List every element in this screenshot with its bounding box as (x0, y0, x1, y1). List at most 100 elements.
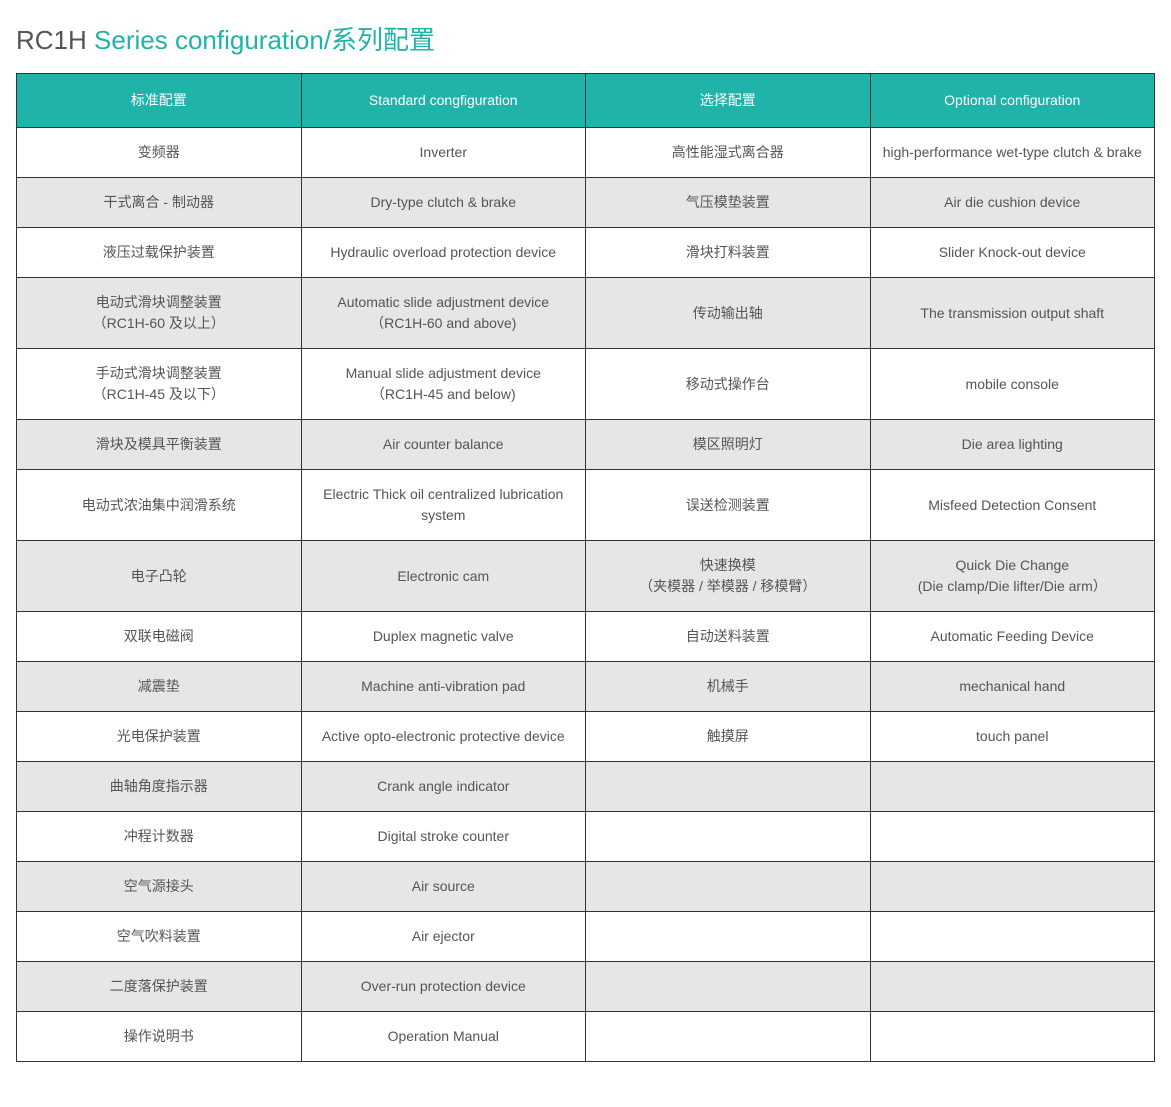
table-cell (586, 1012, 871, 1062)
table-cell: Digital stroke counter (301, 812, 586, 862)
cell-text: （夹模器 / 举模器 / 移模臂） (594, 576, 862, 597)
table-row: 空气源接头Air source (17, 862, 1155, 912)
col-header-0: 标准配置 (17, 74, 302, 128)
table-cell: Air die cushion device (870, 178, 1155, 228)
table-cell: Air source (301, 862, 586, 912)
cell-text: The transmission output shaft (879, 303, 1147, 324)
table-cell: 快速换模（夹模器 / 举模器 / 移模臂） (586, 541, 871, 612)
cell-text: Digital stroke counter (310, 826, 578, 847)
table-cell: touch panel (870, 712, 1155, 762)
table-cell: 干式离合 - 制动器 (17, 178, 302, 228)
table-cell: 触摸屏 (586, 712, 871, 762)
cell-text: 传动输出轴 (594, 303, 862, 324)
table-cell: Automatic Feeding Device (870, 612, 1155, 662)
table-cell: Machine anti-vibration pad (301, 662, 586, 712)
table-row: 光电保护装置 Active opto-electronic protective … (17, 712, 1155, 762)
table-cell: 电动式浓油集中润滑系统 (17, 470, 302, 541)
cell-text: 操作说明书 (25, 1026, 293, 1047)
cell-text: 二度落保护装置 (25, 976, 293, 997)
table-cell: Active opto-electronic protective device (301, 712, 586, 762)
col-header-3: Optional configuration (870, 74, 1155, 128)
table-cell (870, 862, 1155, 912)
cell-text: Active opto-electronic protective device (310, 726, 578, 747)
table-cell (586, 912, 871, 962)
cell-text: Air ejector (310, 926, 578, 947)
cell-text: 光电保护装置 (25, 726, 293, 747)
table-cell: 误送检测装置 (586, 470, 871, 541)
cell-text: 液压过载保护装置 (25, 242, 293, 263)
cell-text: Quick Die Change (879, 555, 1147, 576)
table-row: 双联电磁阀Duplex magnetic valve 自动送料装置 Automati… (17, 612, 1155, 662)
table-cell: Manual slide adjustment device（RC1H-45 a… (301, 349, 586, 420)
table-cell: Slider Knock-out device (870, 228, 1155, 278)
table-header-row: 标准配置 Standard congfiguration 选择配置 Option… (17, 74, 1155, 128)
cell-text: （RC1H-60 及以上） (25, 313, 293, 334)
cell-text: 电动式浓油集中润滑系统 (25, 495, 293, 516)
cell-text: 变频器 (25, 142, 293, 163)
title-main: Series configuration/系列配置 (87, 25, 435, 55)
cell-text: Die area lighting (879, 434, 1147, 455)
table-cell (870, 912, 1155, 962)
configuration-table: 标准配置 Standard congfiguration 选择配置 Option… (16, 73, 1155, 1062)
table-row: 滑块及模具平衡装置Air counter balance模区照明灯Die are… (17, 420, 1155, 470)
table-cell: 液压过载保护装置 (17, 228, 302, 278)
cell-text: 电动式滑块调整装置 (25, 292, 293, 313)
table-cell (586, 962, 871, 1012)
cell-text: Dry-type clutch & brake (310, 192, 578, 213)
cell-text: 高性能湿式离合器 (594, 142, 862, 163)
cell-text: Slider Knock-out device (879, 242, 1147, 263)
table-cell: 空气源接头 (17, 862, 302, 912)
cell-text: Air counter balance (310, 434, 578, 455)
table-cell: Quick Die Change(Die clamp/Die lifter/Di… (870, 541, 1155, 612)
col-header-1: Standard congfiguration (301, 74, 586, 128)
cell-text: （RC1H-60 and above) (310, 313, 578, 334)
cell-text: Operation Manual (310, 1026, 578, 1047)
table-cell: 传动输出轴 (586, 278, 871, 349)
cell-text: Inverter (310, 142, 578, 163)
cell-text: （RC1H-45 and below) (310, 384, 578, 405)
cell-text: high-performance wet-type clutch & brake (879, 142, 1147, 163)
table-cell: Operation Manual (301, 1012, 586, 1062)
cell-text: Misfeed Detection Consent (879, 495, 1147, 516)
table-cell (870, 1012, 1155, 1062)
table-row: 液压过载保护装置Hydraulic overload protection de… (17, 228, 1155, 278)
table-cell: Dry-type clutch & brake (301, 178, 586, 228)
cell-text: Automatic Feeding Device (879, 626, 1147, 647)
cell-text: Manual slide adjustment device (310, 363, 578, 384)
table-cell: The transmission output shaft (870, 278, 1155, 349)
cell-text: 干式离合 - 制动器 (25, 192, 293, 213)
table-cell: 空气吹料装置 (17, 912, 302, 962)
cell-text: 自动送料装置 (594, 626, 862, 647)
cell-text: Machine anti-vibration pad (310, 676, 578, 697)
table-cell: Automatic slide adjustment device（RC1H-6… (301, 278, 586, 349)
table-cell: mechanical hand (870, 662, 1155, 712)
cell-text: 滑块打料装置 (594, 242, 862, 263)
table-row: 电动式浓油集中润滑系统 Electric Thick oil centralize… (17, 470, 1155, 541)
cell-text: 移动式操作台 (594, 374, 862, 395)
table-cell: Electronic cam (301, 541, 586, 612)
table-cell (586, 862, 871, 912)
table-cell: 电动式滑块调整装置（RC1H-60 及以上） (17, 278, 302, 349)
table-cell: Crank angle indicator (301, 762, 586, 812)
cell-text: Over-run protection device (310, 976, 578, 997)
table-row: 电子凸轮Electronic cam快速换模（夹模器 / 举模器 / 移模臂）Q… (17, 541, 1155, 612)
table-cell: 双联电磁阀 (17, 612, 302, 662)
cell-text: 快速换模 (594, 555, 862, 576)
cell-text: touch panel (879, 726, 1147, 747)
cell-text: 气压模垫装置 (594, 192, 862, 213)
table-row: 空气吹料装置 Air ejector (17, 912, 1155, 962)
table-cell: Duplex magnetic valve (301, 612, 586, 662)
cell-text: （RC1H-45 及以下） (25, 384, 293, 405)
table-row: 冲程计数器Digital stroke counter (17, 812, 1155, 862)
table-cell: Electric Thick oil centralized lubricati… (301, 470, 586, 541)
table-cell: 曲轴角度指示器 (17, 762, 302, 812)
page-title: RC1H Series configuration/系列配置 (16, 20, 1155, 57)
table-cell: Misfeed Detection Consent (870, 470, 1155, 541)
table-body: 变频器 Inverter 高性能湿式离合器 high-performance wet-… (17, 128, 1155, 1062)
cell-text: (Die clamp/Die lifter/Die arm） (879, 576, 1147, 597)
table-row: 二度落保护装置 Over-run protection device (17, 962, 1155, 1012)
cell-text: Electronic cam (310, 566, 578, 587)
table-cell: Over-run protection device (301, 962, 586, 1012)
cell-text: Air die cushion device (879, 192, 1147, 213)
table-cell: Air counter balance (301, 420, 586, 470)
